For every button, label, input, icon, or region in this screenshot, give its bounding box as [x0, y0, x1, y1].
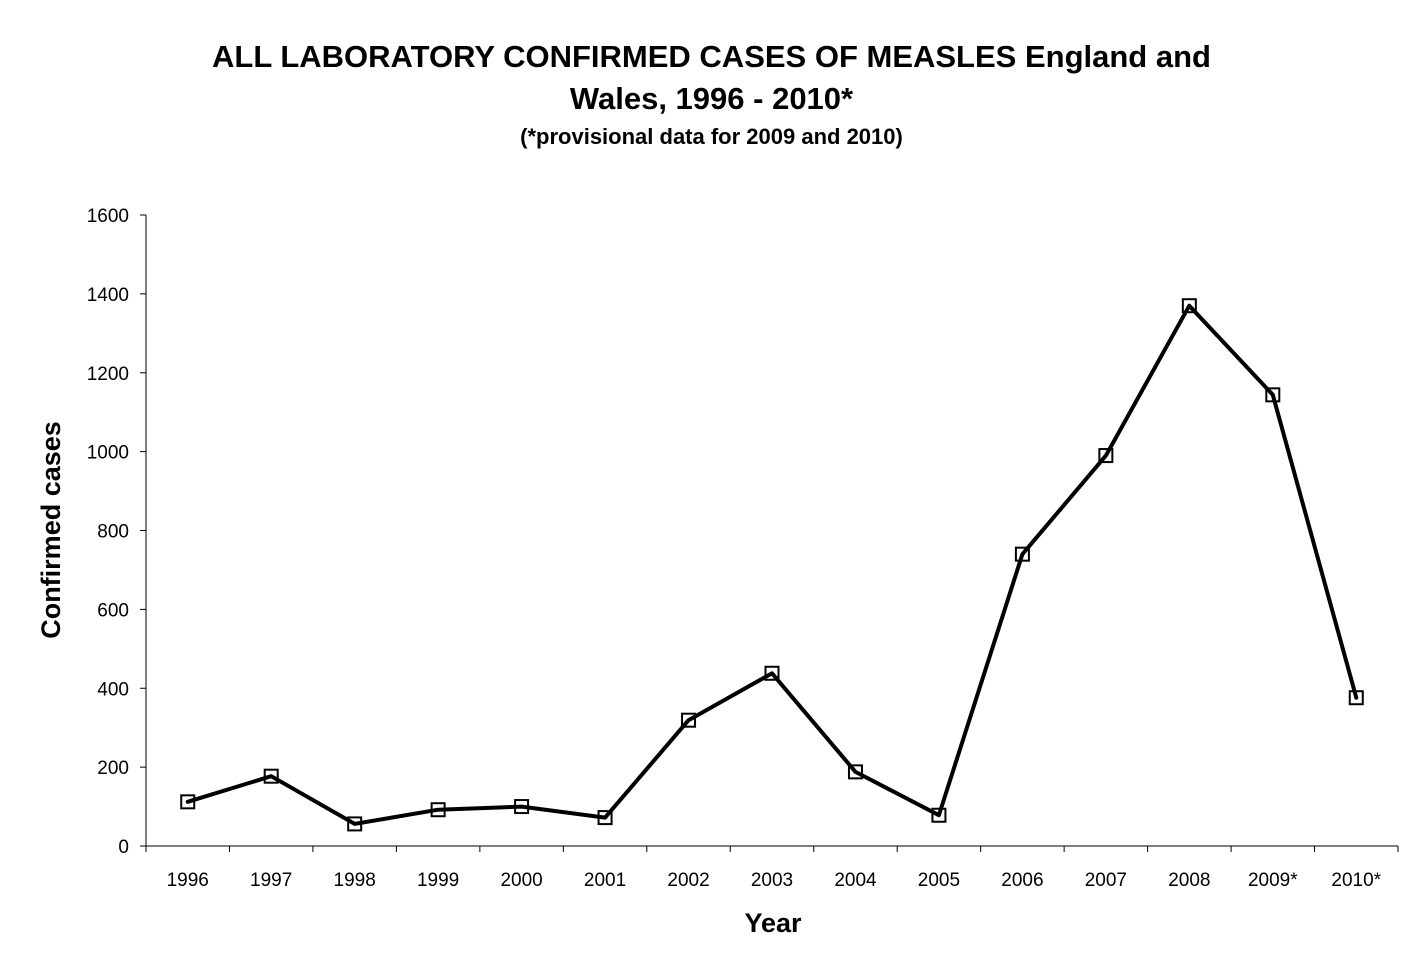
data-point-marker	[1098, 448, 1114, 464]
data-point-marker	[1014, 546, 1030, 562]
x-tick-label: 2001	[584, 870, 626, 891]
y-tick-label: 1200	[87, 364, 129, 385]
x-tick-label: 2006	[1001, 870, 1043, 891]
chart-axes	[145, 215, 1398, 847]
data-point-marker	[847, 764, 863, 780]
series-layer	[180, 298, 1364, 832]
x-tick-label: 1997	[250, 870, 292, 891]
data-point-marker	[597, 810, 613, 826]
data-point-marker	[681, 712, 697, 728]
x-tick-label: 1996	[167, 870, 209, 891]
x-tick-label: 2007	[1085, 870, 1127, 891]
y-tick-label: 0	[118, 837, 129, 858]
data-point-marker	[514, 799, 530, 815]
x-tick-label: 2010*	[1331, 870, 1381, 891]
chart-title-line-2: Wales, 1996 - 2010*	[569, 81, 854, 116]
x-tick-label: 1998	[334, 870, 376, 891]
data-point-marker	[931, 807, 947, 823]
y-axis-title: Confirmed cases	[36, 421, 66, 639]
data-point-marker	[1348, 690, 1364, 706]
chart-subtitle: (*provisional data for 2009 and 2010)	[520, 124, 903, 149]
x-tick-label: 2005	[918, 870, 960, 891]
data-point-marker	[430, 802, 446, 818]
data-point-marker	[263, 768, 279, 784]
y-tick-label: 200	[97, 758, 129, 779]
x-tick-label: 2004	[834, 870, 877, 891]
x-tick-label: 2002	[667, 870, 709, 891]
x-tick-label: 2000	[500, 870, 542, 891]
chart-title-line-1: ALL LABORATORY CONFIRMED CASES OF MEASLE…	[212, 39, 1211, 74]
y-tick-label: 1000	[87, 443, 129, 464]
data-point-marker	[1265, 387, 1281, 403]
x-tick-label: 1999	[417, 870, 459, 891]
series-line	[185, 303, 1359, 826]
data-point-marker	[764, 665, 780, 681]
y-tick-label: 1400	[87, 285, 129, 306]
y-tick-label: 1600	[87, 206, 129, 227]
data-point-marker	[347, 816, 363, 832]
data-point-marker	[180, 794, 196, 810]
y-tick-label: 600	[97, 600, 129, 621]
y-tick-label: 800	[97, 522, 129, 543]
chart-title-block: ALL LABORATORY CONFIRMED CASES OF MEASLE…	[0, 36, 1423, 152]
x-tick-label: 2003	[751, 870, 793, 891]
x-tick-label: 2009*	[1248, 870, 1298, 891]
y-axis-ticks: 0 200 400 600 800 1000 1200 1400 1600	[87, 206, 146, 858]
x-axis-title: Year	[744, 908, 802, 938]
y-tick-label: 400	[97, 679, 129, 700]
x-axis-ticks: 1996 1997 1998 1999 2000 2001 2002 2003 2004 2005…	[145, 846, 1399, 891]
x-tick-label: 2008	[1168, 870, 1210, 891]
data-point-marker	[1181, 298, 1197, 314]
